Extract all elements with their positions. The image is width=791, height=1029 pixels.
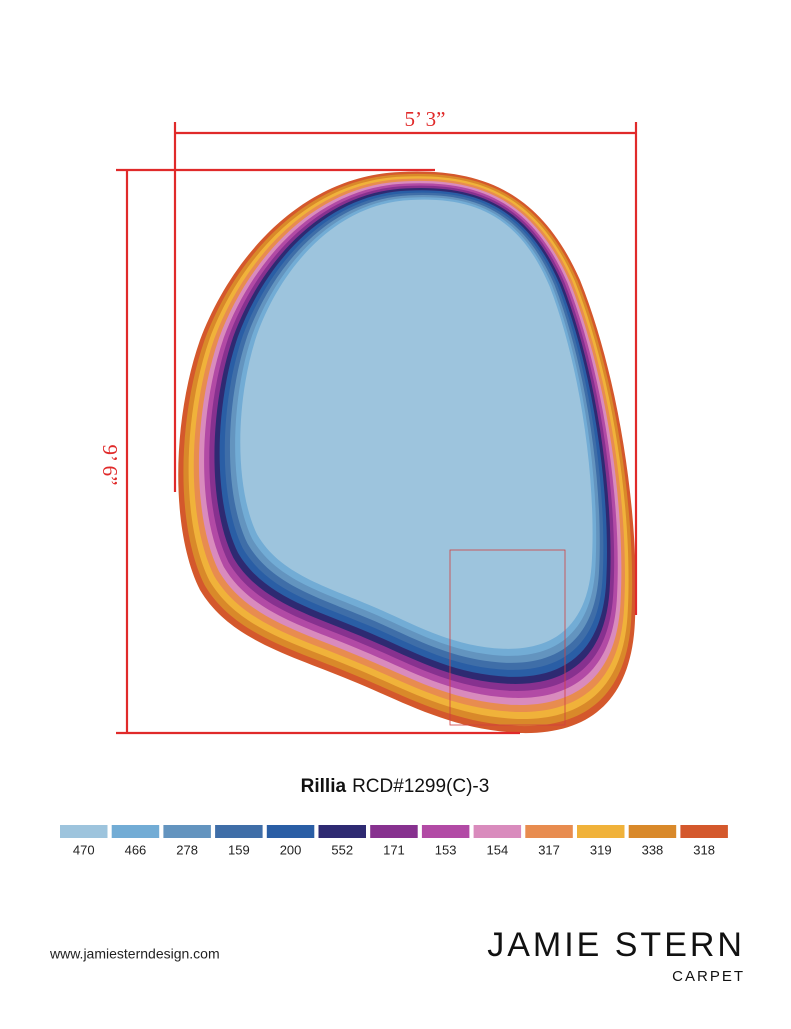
swatch bbox=[163, 825, 211, 838]
product-name: Rillia bbox=[301, 776, 347, 797]
swatch-row: 470 466 278 159 200 552 171 153 154 317 319 338 318 bbox=[60, 825, 728, 857]
width-label: 5’ 3” bbox=[404, 107, 445, 131]
swatch-label: 200 bbox=[280, 842, 302, 857]
product-title: Rillia RCD#1299(C)-3 bbox=[301, 776, 490, 797]
swatch bbox=[215, 825, 263, 838]
website: www.jamiesterndesign.com bbox=[49, 946, 220, 962]
swatch-label: 318 bbox=[693, 842, 715, 857]
swatch-label: 159 bbox=[228, 842, 250, 857]
swatch-label: 154 bbox=[486, 842, 508, 857]
swatch bbox=[577, 825, 625, 838]
product-code: RCD#1299(C)-3 bbox=[352, 776, 489, 797]
swatch-label: 552 bbox=[331, 842, 353, 857]
swatch bbox=[60, 825, 108, 838]
rug-drawing bbox=[178, 171, 636, 734]
swatch bbox=[680, 825, 728, 838]
swatch-label: 466 bbox=[125, 842, 147, 857]
detail-box bbox=[449, 549, 566, 726]
swatch bbox=[525, 825, 573, 838]
length-label: 9’ 6” bbox=[98, 444, 122, 485]
swatch bbox=[111, 825, 160, 838]
brand: JAMIE STERN bbox=[487, 926, 745, 964]
swatch-label: 153 bbox=[435, 842, 457, 857]
swatch bbox=[370, 825, 418, 838]
swatch-label: 171 bbox=[383, 842, 405, 857]
subbrand: CARPET bbox=[672, 968, 745, 985]
rug-layer bbox=[240, 199, 593, 649]
swatch bbox=[266, 825, 315, 838]
swatch bbox=[628, 825, 677, 838]
swatch bbox=[318, 825, 366, 838]
dimension-lines bbox=[116, 122, 638, 735]
swatch bbox=[473, 825, 522, 838]
swatch-label: 319 bbox=[590, 842, 612, 857]
swatch-label: 317 bbox=[538, 842, 560, 857]
swatch-label: 470 bbox=[73, 842, 95, 857]
swatch bbox=[421, 825, 470, 838]
swatch-label: 338 bbox=[642, 842, 664, 857]
swatch-label: 278 bbox=[176, 842, 198, 857]
